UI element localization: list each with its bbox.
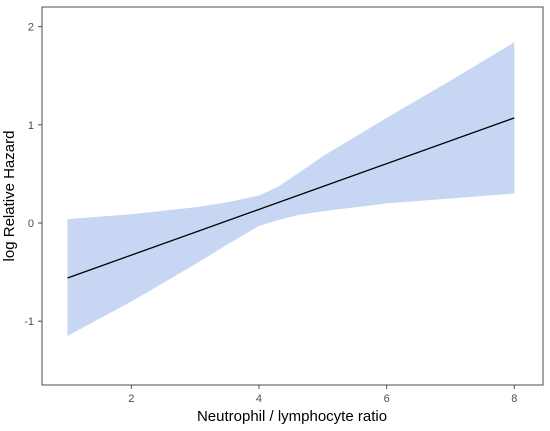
x-tick-label: 2 <box>128 393 134 405</box>
series-line-0 <box>67 117 515 279</box>
confidence-band-layer <box>67 42 515 336</box>
x-axis: 2 4 6 8 <box>128 385 517 405</box>
series-line-layer <box>67 117 515 279</box>
x-tick-label: 4 <box>256 393 262 405</box>
y-tick-label: -1 <box>24 316 34 328</box>
confidence-band <box>67 42 515 336</box>
x-tick-label: 8 <box>511 393 517 405</box>
y-tick-label: 1 <box>28 120 34 132</box>
y-tick-label: 0 <box>28 218 34 230</box>
y-tick-label: 2 <box>28 22 34 34</box>
x-tick-label: 6 <box>384 393 390 405</box>
x-axis-title: Neutrophil / lymphocyte ratio <box>197 408 387 425</box>
y-axis: -1 0 1 2 <box>24 22 42 328</box>
y-axis-title: log Relative Hazard <box>1 131 18 262</box>
